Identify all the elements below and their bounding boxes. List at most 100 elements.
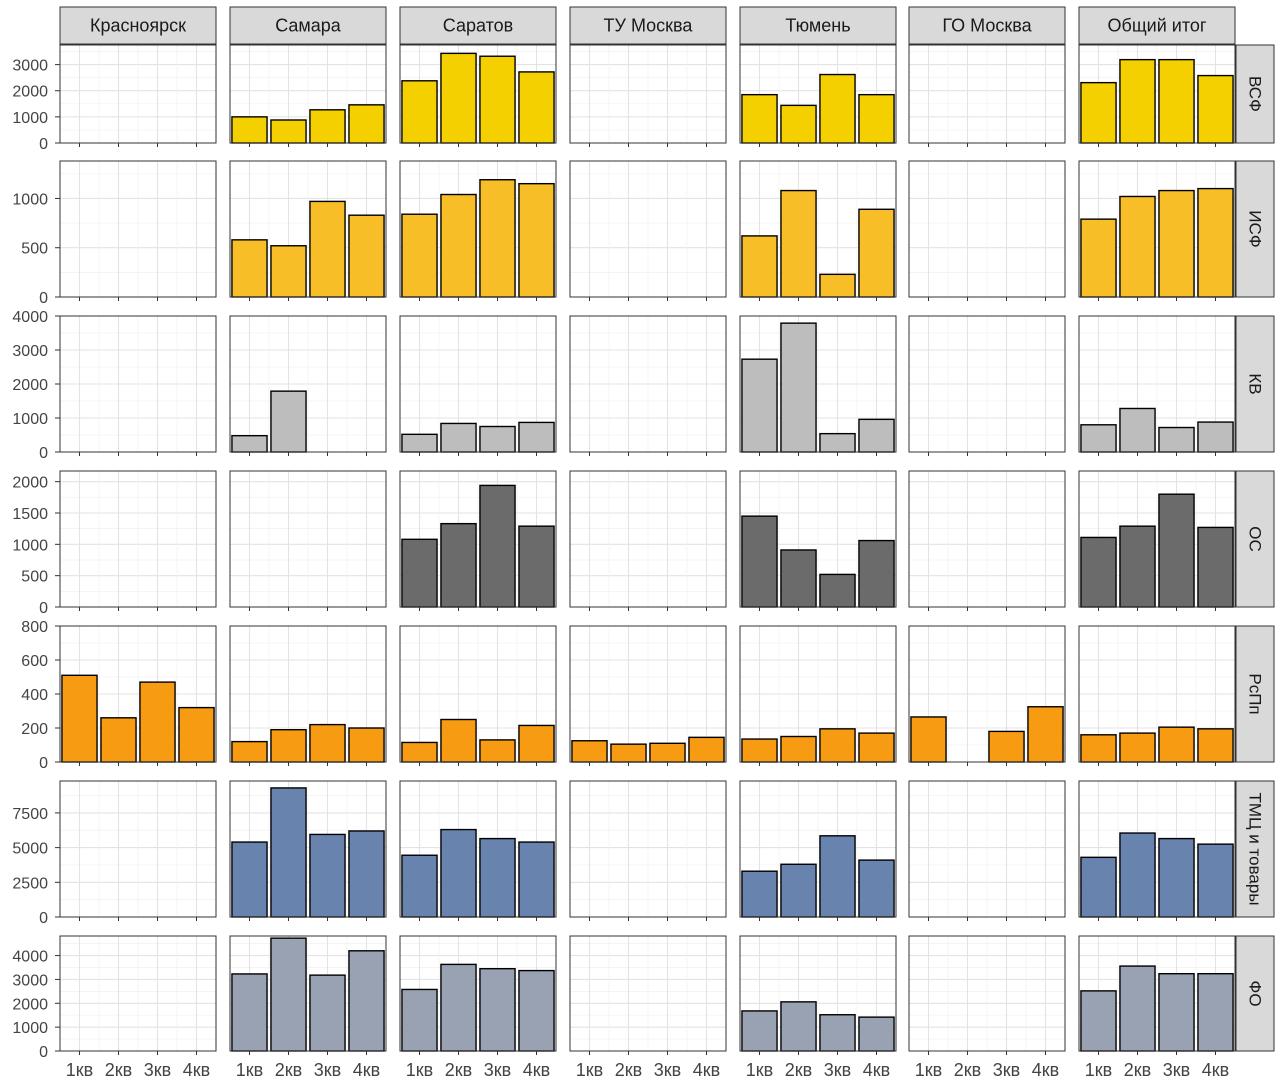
- row-strip: [1235, 780, 1275, 918]
- x-tick-label: 4кв: [523, 1060, 550, 1080]
- panel-border: [1078, 780, 1236, 918]
- y-tick-label: 4000: [12, 949, 48, 966]
- bar: [780, 549, 817, 608]
- y-tick-label: 600: [21, 653, 48, 670]
- y-tick-label: 0: [39, 755, 48, 772]
- column-strip: [229, 6, 387, 45]
- bar: [479, 837, 516, 918]
- y-tick-label: 0: [39, 910, 48, 927]
- panel-border: [1078, 935, 1236, 1052]
- bar: [741, 515, 778, 608]
- bar: [1158, 972, 1195, 1052]
- bar: [401, 213, 438, 298]
- bar: [1119, 407, 1156, 453]
- bar: [401, 741, 438, 763]
- y-tick-label: 800: [21, 619, 48, 636]
- x-tick-label: 4кв: [693, 1060, 720, 1080]
- panel-border: [569, 470, 727, 608]
- bar: [741, 870, 778, 918]
- x-tick-label: 1кв: [915, 1060, 942, 1080]
- row-strip-label: ИСФ: [1246, 210, 1265, 247]
- x-tick-label: 4кв: [183, 1060, 210, 1080]
- y-tick-label: 5000: [12, 841, 48, 858]
- bar: [688, 736, 725, 763]
- bar: [348, 214, 385, 298]
- bar: [479, 739, 516, 763]
- y-tick-label: 500: [21, 241, 48, 258]
- x-tick-label: 2кв: [105, 1060, 132, 1080]
- panel-border: [569, 160, 727, 298]
- y-tick-label: 2000: [12, 84, 48, 101]
- panel-border: [229, 44, 387, 144]
- panel-border: [59, 935, 217, 1052]
- bar: [440, 522, 477, 608]
- y-tick-label: 2500: [12, 875, 48, 892]
- x-tick-label: 1кв: [1085, 1060, 1112, 1080]
- x-tick-label: 3кв: [314, 1060, 341, 1080]
- bar: [1158, 837, 1195, 918]
- bar: [1158, 426, 1195, 453]
- row-strip-label: КВ: [1246, 373, 1265, 394]
- bar: [1197, 843, 1234, 918]
- bar: [309, 200, 346, 298]
- x-tick-label: 2кв: [615, 1060, 642, 1080]
- panel-border: [229, 315, 387, 453]
- bar: [270, 390, 307, 453]
- bar: [858, 93, 895, 144]
- y-tick-label: 200: [21, 721, 48, 738]
- column-strip-label: Общий итог: [1108, 16, 1207, 36]
- y-tick-label: 1000: [12, 1020, 48, 1037]
- panel-border: [229, 470, 387, 608]
- y-tick-label: 0: [39, 1044, 48, 1061]
- panel-border: [1078, 160, 1236, 298]
- bar: [741, 358, 778, 453]
- bar: [440, 718, 477, 763]
- y-tick-label: 7500: [12, 806, 48, 823]
- bar: [61, 674, 98, 763]
- bar: [139, 681, 176, 763]
- panel-border: [1078, 470, 1236, 608]
- column-strip: [739, 6, 897, 45]
- panel-border: [1078, 315, 1236, 453]
- bar: [571, 740, 608, 763]
- bar: [1158, 726, 1195, 763]
- row-strip: [1235, 315, 1275, 453]
- panel-border: [739, 470, 897, 608]
- bar: [1119, 965, 1156, 1052]
- row-strip: [1235, 470, 1275, 608]
- panel-border: [59, 470, 217, 608]
- bar: [780, 189, 817, 298]
- bar: [649, 742, 686, 763]
- bar: [1119, 58, 1156, 144]
- bar: [858, 732, 895, 763]
- row-strip: [1235, 44, 1275, 144]
- y-tick-label: 0: [39, 445, 48, 462]
- bar: [1197, 972, 1234, 1052]
- x-tick-label: 4кв: [353, 1060, 380, 1080]
- bar: [401, 988, 438, 1052]
- bar: [1158, 493, 1195, 608]
- bar: [479, 55, 516, 144]
- panel-border: [569, 935, 727, 1052]
- bar: [741, 93, 778, 144]
- column-strip-label: ТУ Москва: [604, 16, 694, 36]
- column-strip: [399, 6, 557, 45]
- y-tick-label: 4000: [12, 309, 48, 326]
- bar: [440, 193, 477, 298]
- y-tick-label: 3000: [12, 972, 48, 989]
- panel-border: [399, 935, 557, 1052]
- bar: [819, 728, 856, 763]
- bar: [780, 104, 817, 144]
- bar: [270, 937, 307, 1052]
- bar: [270, 245, 307, 298]
- bar: [440, 828, 477, 918]
- y-tick-label: 500: [21, 569, 48, 586]
- bar: [1197, 187, 1234, 298]
- row-strip-label: ВСФ: [1246, 76, 1265, 112]
- bar: [1197, 421, 1234, 453]
- bar: [1197, 526, 1234, 608]
- column-strip-label: Саратов: [443, 16, 513, 36]
- y-tick-label: 1000: [12, 411, 48, 428]
- bar: [1197, 728, 1234, 763]
- panel-border: [908, 780, 1066, 918]
